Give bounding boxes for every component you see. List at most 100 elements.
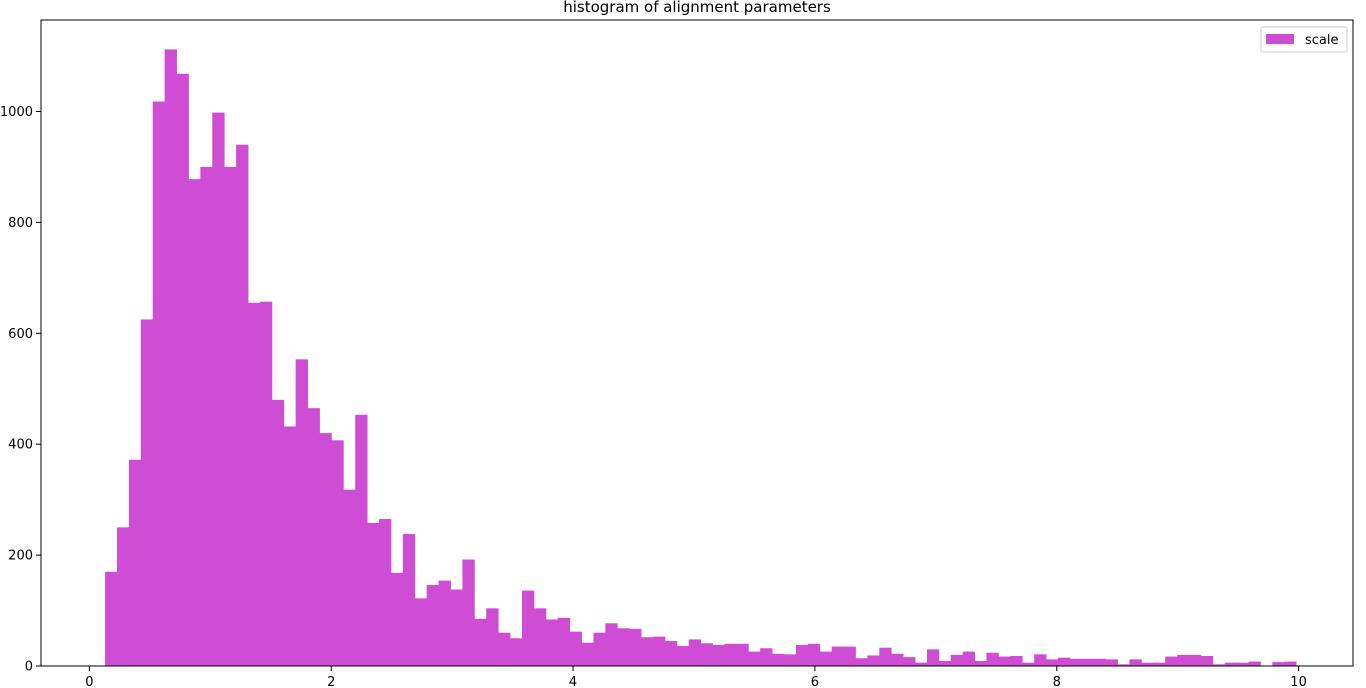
histogram-bar <box>1272 662 1285 666</box>
legend-swatch <box>1266 34 1294 44</box>
y-tick-label: 800 <box>8 216 33 231</box>
y-tick-label: 200 <box>8 549 33 564</box>
histogram-bar <box>1081 658 1095 666</box>
histogram-bar <box>283 426 297 666</box>
x-axis-ticks: 0 2 4 6 8 10 <box>85 666 1307 688</box>
histogram-bar <box>819 651 833 666</box>
legend: scale <box>1260 26 1348 53</box>
y-tick-label: 0 <box>25 660 33 675</box>
histogram-bar <box>1188 654 1202 666</box>
histogram-bar <box>724 643 737 666</box>
histogram-bar <box>760 648 773 666</box>
histogram-bar <box>426 585 439 666</box>
histogram-bar <box>855 658 868 666</box>
histogram-bar <box>164 49 177 666</box>
histogram-bar <box>617 628 630 666</box>
histogram-bar <box>1034 654 1047 666</box>
histogram-bar <box>259 301 273 666</box>
histogram-bar <box>938 661 952 666</box>
histogram-bar <box>605 623 618 666</box>
histogram-bar <box>998 656 1011 666</box>
histogram-bar <box>1129 659 1142 666</box>
histogram-bar <box>486 608 499 666</box>
histogram-bar <box>581 642 594 666</box>
histogram-bar <box>736 643 749 666</box>
x-tick-label: 0 <box>85 675 93 688</box>
histogram-bar <box>390 572 404 666</box>
histogram-bar <box>879 647 892 666</box>
histogram-bar <box>200 166 213 666</box>
histogram-bar <box>116 527 130 666</box>
histogram-bar <box>1153 662 1166 666</box>
chart-title: histogram of alignment parameters <box>563 0 831 16</box>
histogram-bar <box>498 632 511 666</box>
histogram-bar <box>1057 657 1071 666</box>
histogram-bar <box>1236 662 1249 666</box>
histogram-bar <box>545 619 559 666</box>
histogram-bar <box>331 440 344 666</box>
histogram-bar <box>379 519 392 666</box>
histogram-bar <box>1200 656 1214 666</box>
histogram-bar <box>867 655 880 666</box>
histogram-bar <box>295 359 308 666</box>
histogram-bar <box>772 653 785 666</box>
histogram-bar <box>1177 654 1190 666</box>
histogram-bar <box>188 179 201 666</box>
histogram-bar <box>903 657 916 666</box>
histogram-bar <box>712 644 725 666</box>
histogram-bar <box>474 618 487 666</box>
histogram-bar <box>521 590 535 666</box>
histogram-bar <box>1010 656 1023 666</box>
histogram-bar <box>462 559 475 666</box>
histogram-bar <box>891 653 904 666</box>
histogram-bar <box>510 638 523 666</box>
histogram-bar <box>105 571 118 666</box>
histogram-bar <box>533 608 547 666</box>
histogram-bar <box>1248 661 1261 666</box>
y-tick-label: 1000 <box>0 105 33 120</box>
histogram-bar <box>1117 664 1130 666</box>
histogram-bar <box>128 459 142 666</box>
histogram-bar <box>593 632 606 666</box>
histogram-bar <box>569 631 582 666</box>
x-tick-label: 8 <box>1053 675 1061 688</box>
histogram-bar <box>974 661 987 666</box>
histogram-bar <box>1212 664 1226 666</box>
histogram-bar <box>236 144 249 667</box>
histogram-bar <box>629 628 642 666</box>
histogram-bar <box>140 319 154 666</box>
histogram-bar <box>986 652 999 666</box>
histogram-bar <box>319 433 332 666</box>
histogram-bar <box>784 654 797 666</box>
histogram-bar <box>557 617 571 666</box>
plot-frame <box>40 19 1354 667</box>
histogram-bar <box>212 112 225 666</box>
histogram-bar <box>962 651 975 666</box>
histogram-bar <box>307 408 320 666</box>
x-tick-label: 6 <box>811 675 819 688</box>
histogram-bars <box>105 49 1297 667</box>
histogram-bar <box>1069 658 1083 666</box>
histogram-bar <box>915 662 928 666</box>
histogram-bar <box>343 489 356 666</box>
histogram-bar <box>1093 658 1106 666</box>
histogram-bar <box>355 414 368 666</box>
legend-label-scale: scale <box>1305 33 1339 48</box>
x-tick-label: 4 <box>569 675 577 688</box>
histogram-bar <box>271 399 285 666</box>
histogram-bar <box>688 639 702 666</box>
histogram-bar <box>176 73 189 667</box>
histogram-bar <box>1284 661 1297 666</box>
histogram-bar <box>224 166 237 666</box>
histogram-bar <box>795 644 809 666</box>
x-tick-label: 2 <box>327 675 335 688</box>
histogram-bar <box>450 589 463 666</box>
histogram-bar <box>402 534 416 666</box>
histogram-bar <box>700 643 713 666</box>
histogram-bar <box>664 641 678 666</box>
histogram-bar <box>152 101 166 666</box>
histogram-bar <box>831 646 844 666</box>
x-tick-label: 10 <box>1290 675 1307 688</box>
histogram-bar <box>1105 659 1118 666</box>
